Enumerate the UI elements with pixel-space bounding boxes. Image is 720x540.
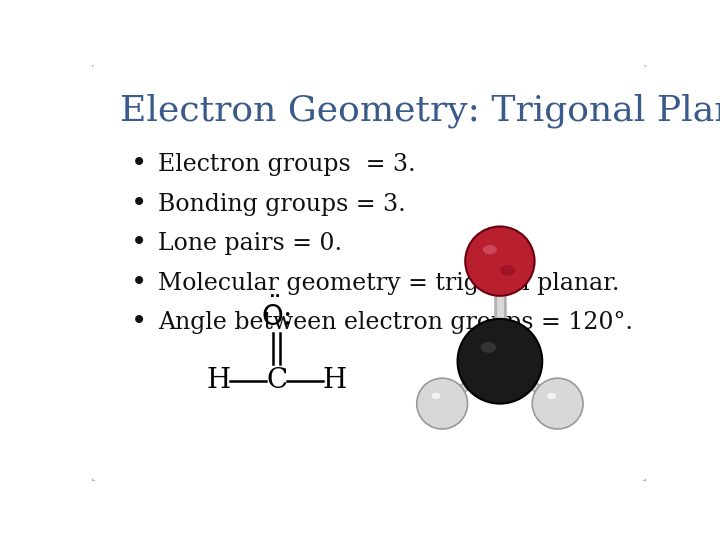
Circle shape <box>532 378 583 429</box>
Text: Angle between electron groups = 120°.: Angle between electron groups = 120°. <box>158 311 634 334</box>
Circle shape <box>417 378 467 429</box>
Ellipse shape <box>483 245 497 254</box>
Ellipse shape <box>547 393 556 399</box>
FancyBboxPatch shape <box>90 63 648 482</box>
Text: •: • <box>130 151 147 178</box>
Text: •: • <box>130 309 147 336</box>
Ellipse shape <box>431 393 441 399</box>
Text: Electron groups  = 3.: Electron groups = 3. <box>158 153 416 176</box>
Circle shape <box>457 319 542 403</box>
Text: •: • <box>130 269 147 296</box>
Text: H: H <box>207 367 231 394</box>
Circle shape <box>465 226 534 296</box>
Text: $\ddot{\rm O}$:: $\ddot{\rm O}$: <box>261 298 292 332</box>
Text: Lone pairs = 0.: Lone pairs = 0. <box>158 232 343 255</box>
Text: Bonding groups = 3.: Bonding groups = 3. <box>158 193 406 215</box>
Text: Molecular geometry = trigonal planar.: Molecular geometry = trigonal planar. <box>158 272 620 295</box>
Text: H: H <box>323 367 346 394</box>
Text: •: • <box>130 230 147 257</box>
Text: Electron Geometry: Trigonal Planar: Electron Geometry: Trigonal Planar <box>120 94 720 129</box>
Ellipse shape <box>481 342 496 353</box>
Text: C: C <box>266 367 287 394</box>
Text: •: • <box>130 191 147 218</box>
Ellipse shape <box>500 265 516 276</box>
